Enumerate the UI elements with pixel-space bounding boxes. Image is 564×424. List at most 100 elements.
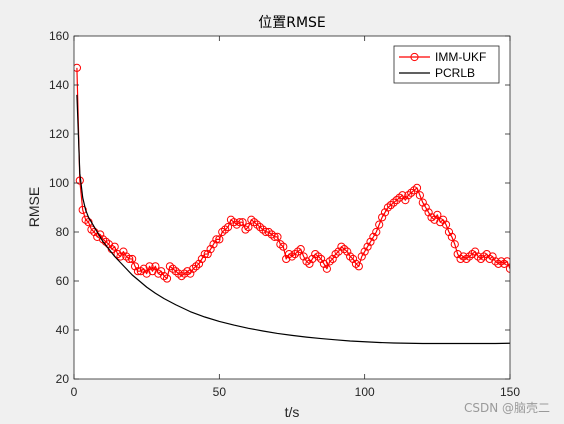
data-point-imm-ukf	[279, 242, 288, 251]
data-point-imm-ukf	[110, 242, 119, 251]
x-tick-label: 50	[213, 385, 227, 399]
data-point-imm-ukf	[465, 252, 474, 261]
data-point-imm-ukf	[363, 242, 372, 251]
data-point-imm-ukf	[497, 257, 506, 266]
y-axis-label: RMSE	[26, 187, 42, 227]
data-point-imm-ukf	[424, 208, 433, 217]
data-point-imm-ukf	[316, 254, 326, 264]
data-point-imm-ukf	[491, 257, 500, 266]
data-point-imm-ukf	[441, 220, 451, 229]
data-point-imm-ukf	[439, 215, 448, 224]
data-point-imm-ukf	[241, 225, 250, 234]
y-tick-label: 120	[49, 127, 69, 141]
data-point-imm-ukf	[130, 262, 140, 271]
data-point-imm-ukf	[409, 186, 419, 195]
data-point-imm-ukf	[209, 240, 218, 249]
data-point-imm-ukf	[74, 63, 82, 72]
data-point-imm-ukf	[380, 208, 390, 217]
y-tick-label: 140	[49, 78, 69, 92]
data-point-imm-ukf	[290, 249, 300, 259]
data-point-imm-ukf	[296, 245, 305, 254]
data-point-imm-ukf	[212, 235, 221, 244]
data-point-imm-ukf	[78, 205, 87, 215]
data-point-imm-ukf	[160, 272, 169, 281]
data-point-imm-ukf	[255, 223, 265, 232]
data-point-imm-ukf	[340, 245, 349, 254]
data-point-imm-ukf	[191, 262, 201, 271]
legend-marker-imm-ukf	[410, 52, 419, 62]
data-point-imm-ukf	[462, 254, 471, 264]
data-point-imm-ukf	[223, 223, 233, 232]
data-point-imm-ukf	[186, 269, 195, 278]
data-point-imm-ukf	[276, 240, 285, 249]
data-point-imm-ukf	[360, 247, 369, 256]
data-point-imm-ukf	[418, 198, 427, 207]
data-point-imm-ukf	[389, 198, 398, 207]
data-point-imm-ukf	[322, 264, 331, 273]
data-point-imm-ukf	[244, 223, 253, 232]
data-point-imm-ukf	[346, 252, 355, 261]
legend-label-imm-ukf: IMM-UKF	[435, 50, 486, 64]
data-point-imm-ukf	[421, 203, 430, 212]
data-point-imm-ukf	[250, 218, 259, 227]
data-point-imm-ukf	[125, 254, 134, 264]
legend-box	[393, 45, 500, 84]
y-tick-label: 80	[56, 225, 70, 239]
data-point-imm-ukf	[203, 249, 212, 259]
data-point-imm-ukf	[354, 262, 363, 271]
data-point-imm-ukf	[456, 254, 465, 264]
x-axis-label: t/s	[285, 404, 300, 420]
legend-label-pcrlb: PCRLB	[435, 66, 475, 80]
data-point-imm-ukf	[404, 191, 413, 200]
data-point-imm-ukf	[398, 191, 407, 200]
x-tick-label: 0	[71, 385, 78, 399]
y-tick-label: 60	[56, 274, 70, 288]
data-point-imm-ukf	[145, 262, 154, 271]
y-tick-label: 100	[49, 176, 69, 190]
data-point-imm-ukf	[366, 237, 375, 246]
data-point-imm-ukf	[386, 200, 395, 210]
data-point-imm-ukf	[168, 264, 177, 273]
data-point-imm-ukf	[221, 225, 230, 234]
data-point-imm-ukf	[128, 254, 137, 264]
data-point-imm-ukf	[473, 252, 483, 261]
data-point-imm-ukf	[299, 252, 308, 261]
data-point-imm-ukf	[450, 240, 459, 249]
data-point-imm-ukf	[412, 183, 422, 192]
data-point-imm-ukf	[415, 191, 424, 200]
data-point-imm-ukf	[383, 203, 393, 212]
data-point-imm-ukf	[197, 254, 206, 264]
data-point-imm-ukf	[162, 274, 172, 283]
y-tick-label: 160	[49, 29, 69, 43]
data-point-imm-ukf	[194, 259, 204, 268]
data-point-imm-ukf	[157, 267, 166, 276]
series-line-pcrlb	[76, 94, 510, 345]
data-point-imm-ukf	[471, 247, 480, 256]
data-point-imm-ukf	[229, 218, 238, 227]
data-point-imm-ukf	[151, 262, 160, 271]
data-point-imm-ukf	[98, 235, 108, 244]
data-point-imm-ukf	[378, 213, 387, 222]
data-point-imm-ukf	[343, 247, 352, 256]
data-point-imm-ukf	[273, 232, 282, 241]
data-point-imm-ukf	[392, 196, 401, 205]
data-point-imm-ukf	[116, 252, 125, 261]
data-point-imm-ukf	[189, 264, 198, 273]
x-tick-label: 100	[355, 385, 375, 399]
data-point-imm-ukf	[337, 242, 346, 251]
data-point-imm-ukf	[180, 269, 189, 278]
data-point-imm-ukf	[488, 252, 497, 261]
data-point-imm-ukf	[226, 215, 236, 224]
data-point-imm-ukf	[407, 188, 416, 197]
data-point-imm-ukf	[348, 254, 358, 264]
data-point-imm-ukf	[171, 267, 180, 276]
data-point-imm-ukf	[238, 218, 247, 227]
data-point-imm-ukf	[270, 232, 279, 241]
data-point-imm-ukf	[218, 227, 227, 237]
plot-area	[74, 36, 510, 379]
data-point-imm-ukf	[235, 218, 244, 227]
data-point-imm-ukf	[447, 232, 456, 241]
data-point-imm-ukf	[87, 225, 96, 234]
watermark: CSDN @脑壳二	[464, 401, 550, 415]
y-tick-label: 40	[56, 323, 70, 337]
